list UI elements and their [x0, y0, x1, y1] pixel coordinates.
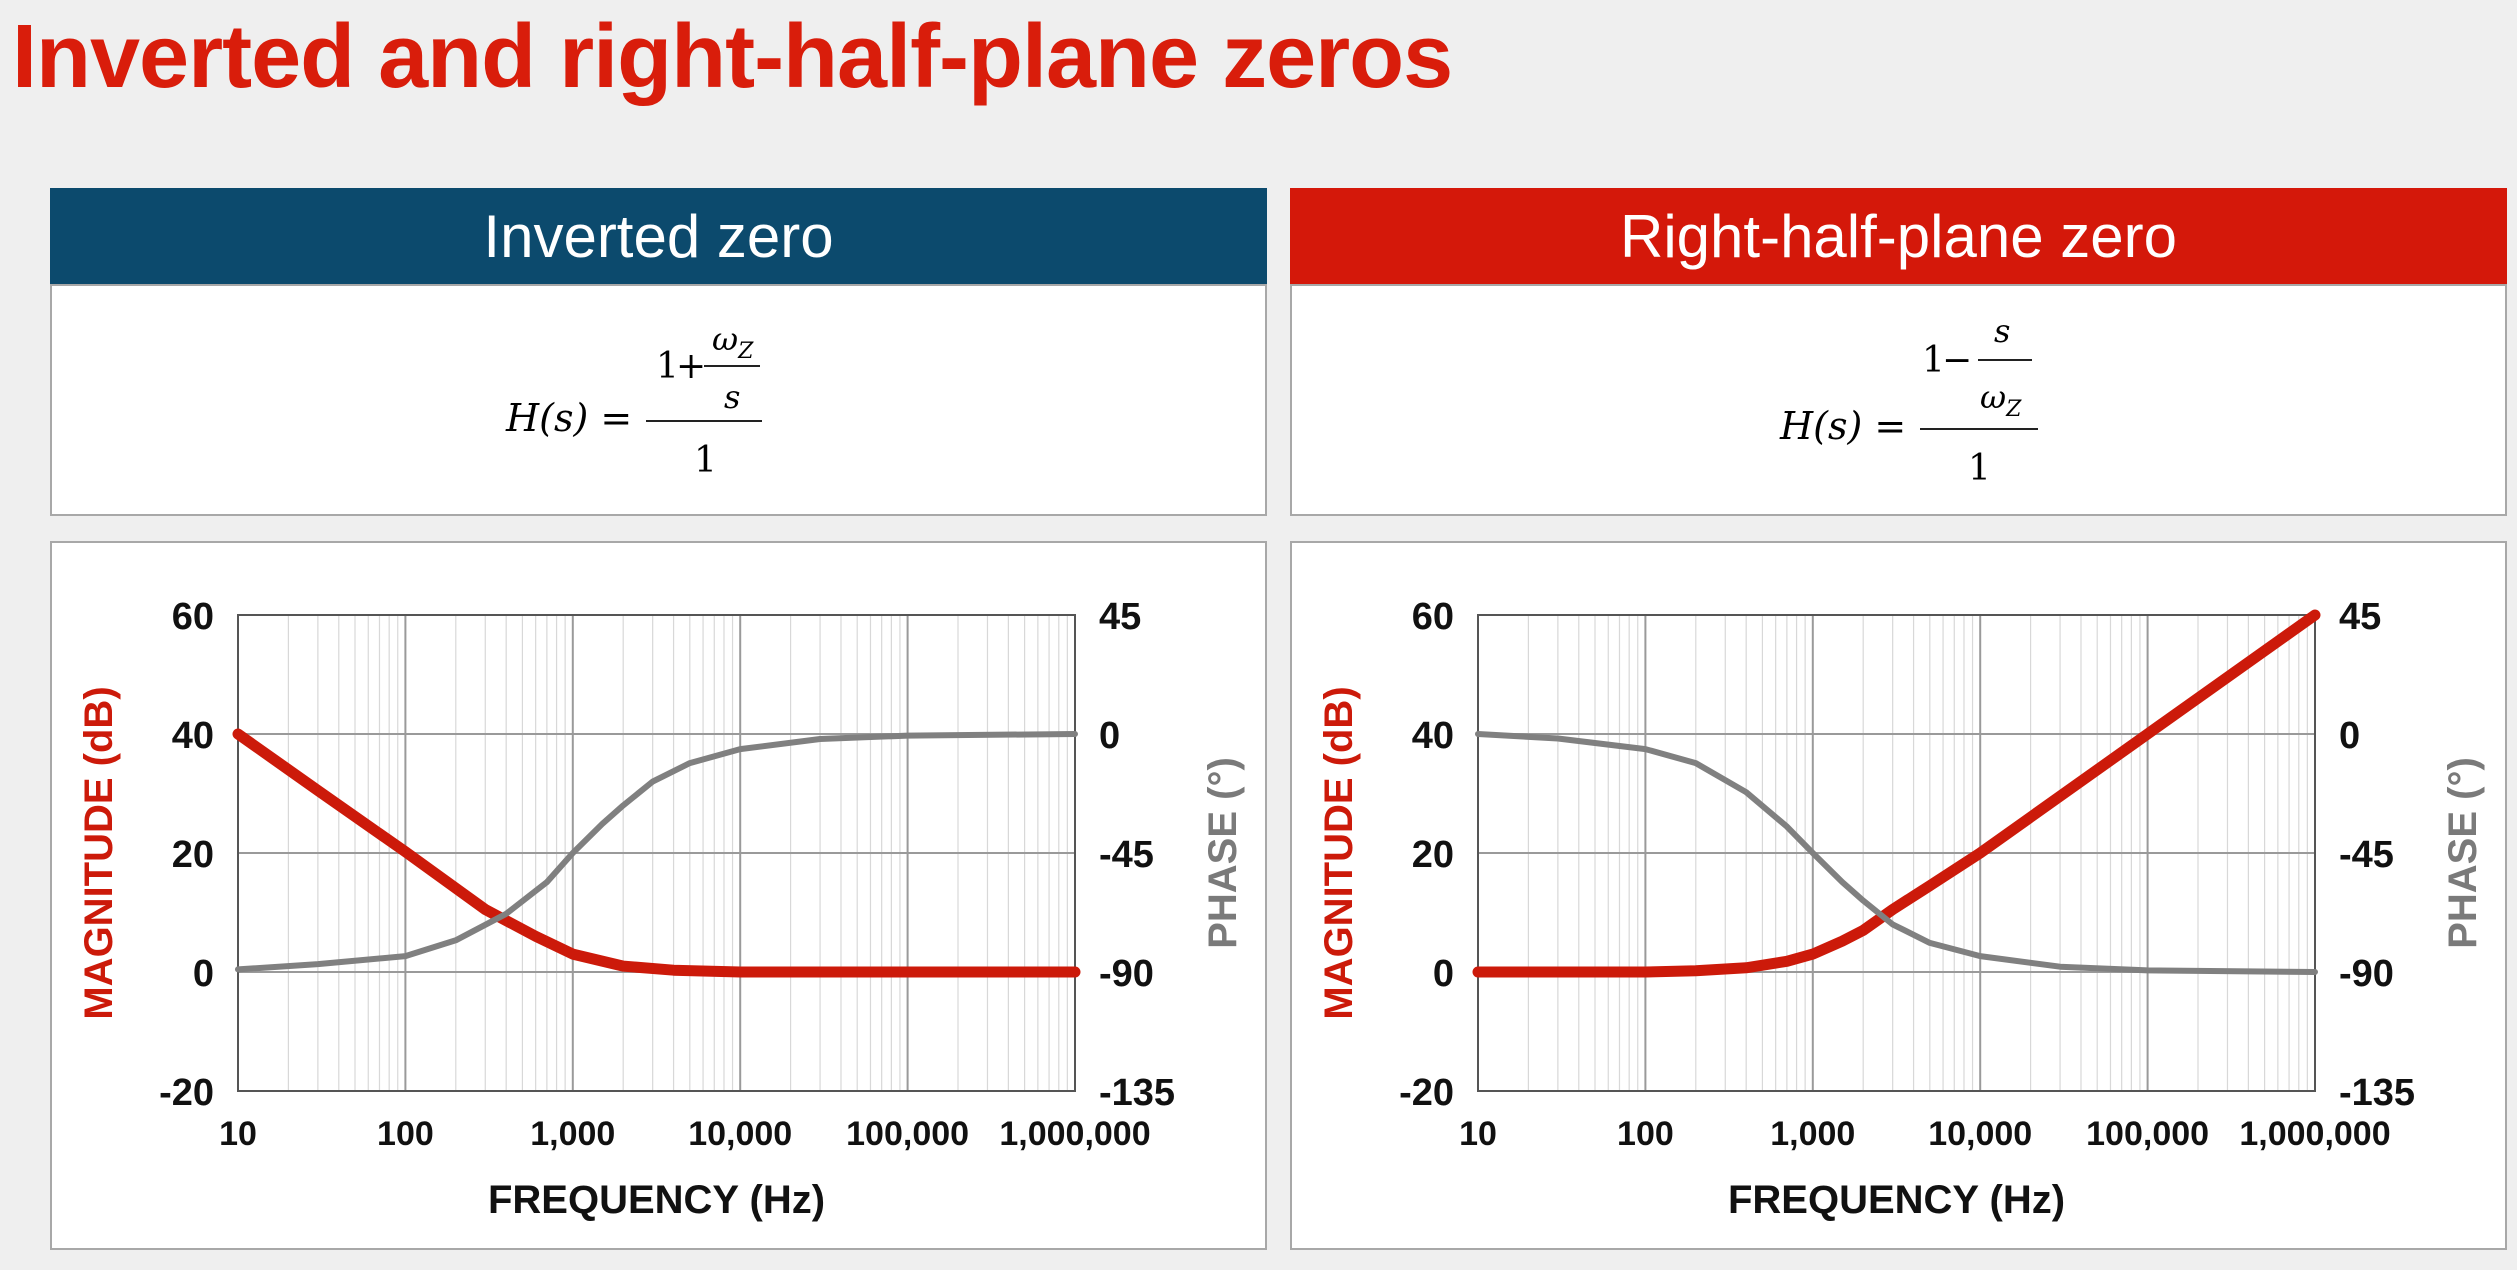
plot-area: [1472, 609, 2321, 1092]
formula-inner-num: ωZ: [712, 320, 754, 364]
formula-top-const: 1: [656, 346, 679, 387]
y-tick-label: -20: [1399, 1072, 1454, 1114]
x-tick-label: 1,000: [1770, 1115, 1855, 1153]
y2-tick-label: -45: [2339, 834, 2394, 876]
x-tick-label: 100,000: [846, 1115, 969, 1153]
y2-tick-label: -90: [1099, 953, 1154, 995]
y2-tick-label: -45: [1099, 834, 1154, 876]
x-axis-label: FREQUENCY (Hz): [488, 1178, 825, 1222]
phase-line: [235, 731, 1078, 973]
formula-inner-num: s: [1994, 312, 2010, 350]
formula-inner-den: ωZ: [1980, 378, 2022, 422]
inverted-zero-header: Inverted zero: [50, 188, 1267, 284]
inverted-zero-chart-frame: 60 40 20 0 -20 45 0 -45 -90 -135 10 100 1,000 10,000 1…: [50, 541, 1267, 1250]
y-tick-label: -20: [159, 1072, 214, 1114]
y2-tick-label: 45: [1099, 596, 1141, 638]
y-axis-label: MAGNITUDE (dB): [1317, 686, 1361, 1019]
y2-tick-label: -90: [2339, 953, 2394, 995]
x-tick-label: 10,000: [1928, 1115, 2032, 1153]
y2-axis-label: PHASE (°): [2441, 757, 2485, 949]
phase-line: [1475, 731, 2318, 975]
x-tick-label: 10: [219, 1115, 257, 1153]
rhp-zero-formula: H(s) = 1 − s ωZ 1: [1290, 284, 2507, 516]
y2-tick-label: 45: [2339, 596, 2381, 638]
y-tick-label: 60: [1412, 596, 1454, 638]
y-tick-label: 20: [1412, 834, 1454, 876]
y2-tick-label: -135: [2339, 1072, 2415, 1114]
plot-area: [232, 614, 1081, 1092]
y2-tick-label: 0: [1099, 715, 1120, 757]
x-tick-label: 100,000: [2086, 1115, 2209, 1153]
formula-top-op: +: [676, 346, 706, 387]
y2-tick-label: 0: [2339, 715, 2360, 757]
x-tick-label: 1,000,000: [999, 1115, 1150, 1153]
y-tick-label: 40: [172, 715, 214, 757]
y-tick-label: 20: [172, 834, 214, 876]
inverted-zero-bode-plot: 60 40 20 0 -20 45 0 -45 -90 -135 10 100 1,000 10,000 1…: [77, 596, 1245, 1222]
x-tick-label: 10: [1459, 1115, 1497, 1153]
formula-top-const: 1: [1922, 340, 1945, 381]
formula-inner-den: s: [724, 378, 740, 416]
x-tick-label: 1,000,000: [2239, 1115, 2390, 1153]
x-tick-label: 100: [1617, 1115, 1674, 1153]
magnitude-line: [1472, 609, 2321, 978]
formula-den: 1: [1968, 448, 1991, 489]
slide-title: Inverted and right-half-plane zeros: [12, 7, 1453, 107]
x-tick-label: 10,000: [688, 1115, 792, 1153]
rhp-zero-bode-plot: 60 40 20 0 -20 45 0 -45 -90 -135 10 100 1,000 10,000 1…: [1317, 596, 2485, 1222]
formula-den: 1: [694, 440, 717, 481]
x-tick-label: 100: [377, 1115, 434, 1153]
rhp-zero-chart-frame: 60 40 20 0 -20 45 0 -45 -90 -135 10 100 1,000 10,000 1…: [1290, 541, 2507, 1250]
formula-lhs: H(s) =: [505, 396, 632, 440]
y-axis-label: MAGNITUDE (dB): [77, 686, 121, 1019]
magnitude-line: [232, 728, 1081, 978]
plot-frame: [1477, 614, 2316, 1092]
y-tick-label: 40: [1412, 715, 1454, 757]
x-axis-label: FREQUENCY (Hz): [1728, 1178, 2065, 1222]
y-tick-label: 60: [172, 596, 214, 638]
formula-top-op: −: [1942, 340, 1972, 381]
y2-axis-label: PHASE (°): [1201, 757, 1245, 949]
plot-frame: [237, 614, 1076, 1092]
formula-lhs: H(s) =: [1779, 404, 1906, 448]
y-tick-label: 0: [193, 953, 214, 995]
y2-tick-label: -135: [1099, 1072, 1175, 1114]
inverted-zero-formula: H(s) = 1 + ωZ s 1: [50, 284, 1267, 516]
rhp-zero-header: Right-half-plane zero: [1290, 188, 2507, 284]
y-tick-label: 0: [1433, 953, 1454, 995]
x-tick-label: 1,000: [530, 1115, 615, 1153]
